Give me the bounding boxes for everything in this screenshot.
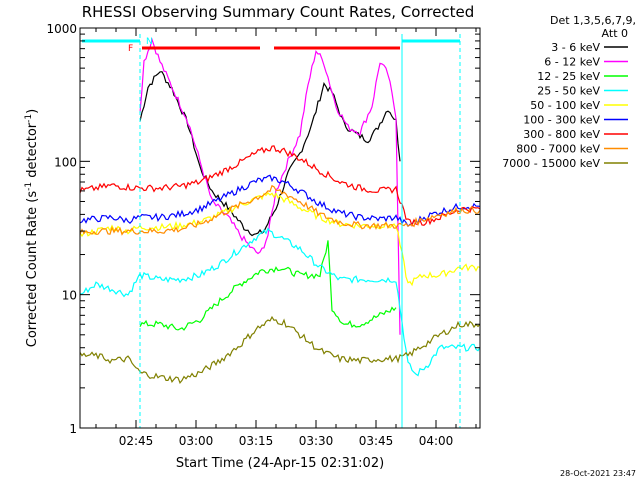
y-tick-label: 1000 <box>46 22 77 36</box>
series-line-300-800-kev <box>79 145 481 228</box>
x-tick-label: 03:00 <box>179 434 214 448</box>
legend-label-12-25-kev: 12 - 25 keV <box>537 70 600 83</box>
flag-layer: NF <box>82 34 461 428</box>
legend-label-3-6-kev: 3 - 6 keV <box>551 41 600 54</box>
series-line-50-100-kev <box>79 192 481 287</box>
y-axis-label-sup-2: -1 <box>24 114 34 123</box>
y-tick-label: 100 <box>54 155 77 169</box>
x-tick-label: 03:45 <box>359 434 394 448</box>
legend-label-25-50-kev: 25 - 50 keV <box>537 85 600 98</box>
y-axis-label-suffix: ) <box>25 109 40 114</box>
y-axis-label-mid: detector <box>25 122 40 182</box>
y-tick-label: 10 <box>62 289 77 303</box>
footer-date: 28-Oct-2021 23:47 <box>560 469 636 478</box>
x-axis-label: Start Time (24-Apr-15 02:31:02) <box>176 456 384 471</box>
legend-label-800-7000-kev: 800 - 7000 keV <box>516 143 600 156</box>
plot-frame <box>79 27 481 429</box>
y-axis-label: Corrected Count Rate (s-1 detector-1) <box>24 109 40 347</box>
x-ticks: 02:45 03:00 03:15 03:30 03:45 04:00 <box>95 28 477 448</box>
legend: Det 1,3,5,6,7,9, Att 0 3 - 6 keV 6 - 12 k… <box>502 14 636 170</box>
series-line-12-25-kev <box>139 240 397 331</box>
night-flag-label: N <box>146 37 153 47</box>
y-ticks: 1 10 100 1000 <box>46 22 480 436</box>
y-axis-label-sup-1: -1 <box>24 182 34 191</box>
y-axis-label-prefix: Corrected Count Rate (s <box>25 191 40 348</box>
x-tick-label: 03:30 <box>299 434 334 448</box>
legend-header-line-1: Det 1,3,5,6,7,9, <box>550 14 636 27</box>
legend-header-line-2: Att 0 <box>602 27 628 40</box>
legend-label-50-100-kev: 50 - 100 keV <box>530 99 600 112</box>
series-line-800-7000-kev <box>79 184 481 236</box>
x-tick-label: 04:00 <box>419 434 454 448</box>
series-line-3-6-kev <box>139 71 401 237</box>
series-line-25-50-kev <box>79 227 481 377</box>
series-line-7000-15000-kev <box>79 315 481 384</box>
legend-label-300-800-kev: 300 - 800 keV <box>523 128 600 141</box>
chart-title: RHESSI Observing Summary Count Rates, Co… <box>82 3 475 21</box>
series-layer <box>79 37 481 384</box>
x-tick-label: 02:45 <box>119 434 154 448</box>
legend-label-6-12-kev: 6 - 12 keV <box>544 56 600 69</box>
flare-flag-label: F <box>128 44 133 54</box>
y-tick-label: 1 <box>69 422 77 436</box>
legend-label-100-300-kev: 100 - 300 keV <box>523 114 600 127</box>
legend-label-7000-15000-kev: 7000 - 15000 keV <box>502 157 600 170</box>
x-tick-label: 03:15 <box>239 434 274 448</box>
series-line-6-12-kev <box>139 37 401 335</box>
plot-area: NF 02:45 03:00 03:15 03:30 03:45 04:00 110100… <box>46 22 481 448</box>
